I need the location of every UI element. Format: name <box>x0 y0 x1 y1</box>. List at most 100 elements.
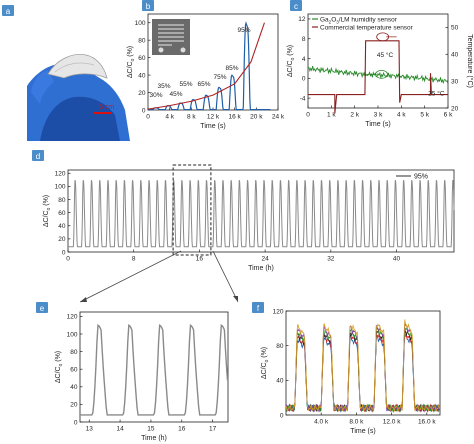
c-legend-humidity-part: O <box>331 17 336 24</box>
f-ytick-label: 80 <box>276 343 284 350</box>
b-ylabel-main: ΔC/C <box>127 61 134 78</box>
c-y2tick-label: 40 <box>451 52 459 59</box>
d-response-series <box>68 179 455 248</box>
b-inset-electrodes <box>158 24 184 46</box>
e-xtick-label: 15 <box>147 426 155 433</box>
glove-shadow <box>40 96 120 141</box>
sensor-film-highlight <box>54 62 95 73</box>
e-ytick-label: 100 <box>67 331 78 338</box>
c-humidity-series <box>307 65 449 85</box>
b-ytick-label: 100 <box>135 20 146 27</box>
d-ytick-label: 0 <box>62 249 66 256</box>
b-pulse-label: 35% <box>157 83 170 90</box>
e-ytick-label: 120 <box>67 314 78 321</box>
zoom-line-right <box>212 250 239 303</box>
d-ytick-label: 100 <box>55 184 66 191</box>
c-ytick-label: 4 <box>302 56 306 63</box>
d-xtick-label: 32 <box>327 256 335 263</box>
panel-d-label-box <box>32 150 44 161</box>
d-ytick-label: 20 <box>58 236 66 243</box>
c-ytick-label: 12 <box>298 16 306 23</box>
c-y2tick-label: 30 <box>451 78 459 85</box>
f-ylabel-unit: (%) <box>261 347 268 360</box>
c-ytick-label: -4 <box>300 95 306 102</box>
b-ylabel: ΔC/C0 (%) <box>127 46 136 78</box>
e-ytick-label: 20 <box>70 402 78 409</box>
panel-e: e 13 14 15 16 17 0 20 40 60 80 100 120 Time (h) ΔC/C0 … <box>36 302 229 442</box>
d-zoom-box <box>172 164 212 256</box>
d-ylabel-main: ΔC/C <box>43 210 50 227</box>
d-xtick-label: 24 <box>261 256 269 263</box>
d-ytick-label: 120 <box>55 171 66 178</box>
panel-f: f 4.0 k 8.0 k 12.0 k 16.0 k 0 40 80 120 Time (s) Δ… <box>252 302 441 435</box>
f-plot-frame <box>285 310 441 416</box>
panel-c-label: c <box>294 2 298 11</box>
b-inset-pad-right <box>180 47 186 53</box>
f-xtick-label: 16.0 k <box>418 419 436 426</box>
d-ytick-label: 40 <box>58 223 66 230</box>
b-xtick-label: 12 k <box>207 114 220 121</box>
c-ylabel-main: ΔC/C <box>287 60 294 77</box>
e-ytick-label: 80 <box>70 349 78 356</box>
b-inset-pad-left <box>158 47 164 53</box>
c-legend-humidity-part: /LM humidity sensor <box>339 17 398 24</box>
c-xtick-label: 4 k <box>397 112 406 119</box>
f-xtick-label: 12.0 k <box>383 419 401 426</box>
e-xlabel: Time (h) <box>141 435 167 442</box>
c-ylabel-sub: 0 <box>290 57 296 60</box>
panel-d-label: d <box>36 152 40 161</box>
panel-b-label-box <box>142 0 154 11</box>
d-xlabel: Time (h) <box>248 265 274 272</box>
e-xtick-label: 17 <box>209 426 217 433</box>
e-ylabel-main: ΔC/C <box>55 366 62 383</box>
panel-d: d 0 8 16 24 32 40 0 20 40 60 80 100 120 Time (h) ΔC/C0 … <box>32 150 455 272</box>
c-ytick-label: 8 <box>302 36 306 43</box>
e-ylabel-unit: (%) <box>55 351 62 364</box>
b-ytick-label: 20 <box>138 90 146 97</box>
f-ytick-label: 40 <box>276 378 284 385</box>
c-temperature-series <box>308 40 448 114</box>
c-y2label: Temperature (°C) <box>466 34 474 88</box>
b-envelope-series <box>147 22 265 110</box>
d-legend-label: 95% <box>414 174 428 181</box>
c-legend-humidity-part: 3 <box>336 20 339 25</box>
panel-e-label: e <box>40 304 45 313</box>
d-ylabel: ΔC/C0 (%) <box>43 195 52 227</box>
c-legend-temperature: Commercial temperature sensor <box>320 25 414 32</box>
e-xtick-label: 14 <box>116 426 124 433</box>
e-xtick-label: 13 <box>86 426 94 433</box>
e-ytick-label: 40 <box>70 384 78 391</box>
f-xtick-label: 8.0 k <box>349 419 364 426</box>
b-xtick-label: 0 <box>146 114 150 121</box>
f-ylabel-sub: 0 <box>264 359 270 362</box>
panel-a-label-box <box>2 5 14 16</box>
d-plot-frame <box>67 169 455 253</box>
b-ytick-label: 60 <box>138 55 146 62</box>
b-xtick-label: 20 k <box>250 114 263 121</box>
panel-c-label-box <box>290 0 302 11</box>
d-xtick-label: 40 <box>393 256 401 263</box>
zoom-arrow-right <box>233 296 238 302</box>
b-pulse-label: 75% <box>213 74 226 81</box>
d-ytick-label: 60 <box>58 210 66 217</box>
f-ylabel-main: ΔC/C <box>261 362 268 379</box>
c-xtick-label: 5 k <box>420 112 429 119</box>
b-xtick-label: 8 k <box>187 114 196 121</box>
scale-bar-label: 5 cm <box>99 104 114 111</box>
f-series-6 <box>285 319 441 413</box>
panel-a: a 5 cm <box>2 0 141 142</box>
c-legend-humidity-part: 2 <box>329 20 332 25</box>
b-ylabel-unit: (%) <box>127 46 134 59</box>
c-legend-humidity: Ga2O3/LM humidity sensor <box>320 17 398 25</box>
f-xtick-label: 4.0 k <box>314 419 329 426</box>
b-xtick-label: 16 k <box>229 114 242 121</box>
e-ylabel-sub: 0 <box>58 363 64 366</box>
b-pulse-label: 55% <box>179 81 192 88</box>
b-pulse-label: 65% <box>197 81 210 88</box>
panel-f-label-box <box>252 302 264 313</box>
f-ylabel: ΔC/C0 (%) <box>261 347 270 379</box>
e-ytick-label: 0 <box>74 419 78 426</box>
f-xlabel: Time (s) <box>350 428 375 435</box>
b-ytick-label: 80 <box>138 37 146 44</box>
